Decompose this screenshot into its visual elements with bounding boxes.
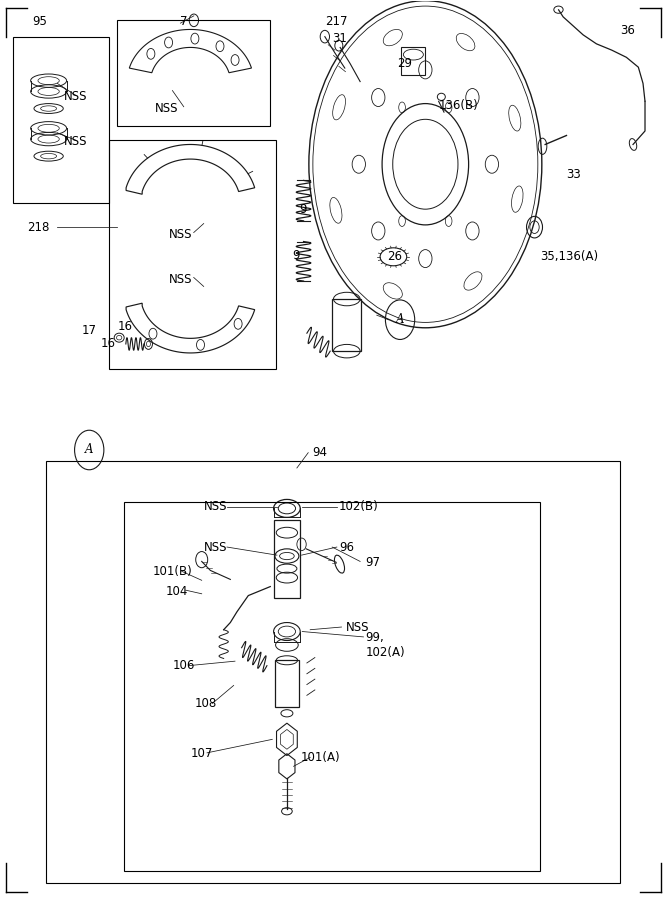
Text: 99,: 99, [366, 631, 384, 644]
Text: NSS: NSS [64, 90, 87, 104]
Text: NSS: NSS [155, 102, 179, 115]
Bar [332, 299, 362, 351]
Text: 218: 218 [27, 220, 50, 234]
Text: 16: 16 [101, 338, 115, 350]
Text: 29: 29 [397, 57, 412, 70]
Text: 35,136(A): 35,136(A) [540, 250, 598, 264]
Text: 97: 97 [365, 556, 380, 569]
Text: 104: 104 [166, 585, 188, 598]
Bar [117, 21, 270, 127]
Text: 107: 107 [190, 747, 213, 760]
Text: 94: 94 [312, 446, 327, 459]
Text: 33: 33 [566, 167, 581, 181]
Text: NSS: NSS [203, 500, 227, 513]
Text: 101(B): 101(B) [153, 565, 192, 578]
Text: 136(B): 136(B) [439, 99, 478, 112]
Bar [124, 502, 540, 870]
Text: 217: 217 [325, 15, 348, 28]
Text: 95: 95 [33, 15, 47, 28]
Text: 36: 36 [620, 23, 634, 37]
Bar [275, 661, 299, 707]
Text: 26: 26 [387, 250, 402, 264]
Bar [13, 37, 109, 202]
Text: 102(A): 102(A) [366, 645, 405, 659]
Text: 108: 108 [195, 697, 217, 710]
Text: 7: 7 [180, 15, 188, 28]
Bar [46, 461, 620, 883]
Text: A: A [396, 313, 404, 326]
Text: NSS: NSS [169, 273, 192, 286]
Bar [402, 47, 426, 76]
Text: NSS: NSS [346, 621, 369, 634]
Text: NSS: NSS [169, 228, 192, 241]
Text: 96: 96 [339, 541, 354, 554]
Text: NSS: NSS [203, 541, 227, 554]
Text: NSS: NSS [64, 135, 87, 148]
Text: 16: 16 [117, 320, 132, 333]
Text: A: A [85, 444, 93, 456]
Text: 106: 106 [173, 659, 195, 672]
Bar [109, 140, 275, 369]
Text: 31: 31 [332, 32, 347, 45]
Text: 9: 9 [292, 248, 299, 262]
Text: 102(B): 102(B) [339, 500, 379, 513]
Bar [274, 520, 299, 598]
Text: 9: 9 [299, 202, 306, 216]
Text: 17: 17 [82, 324, 97, 337]
Text: 101(A): 101(A) [300, 751, 340, 764]
